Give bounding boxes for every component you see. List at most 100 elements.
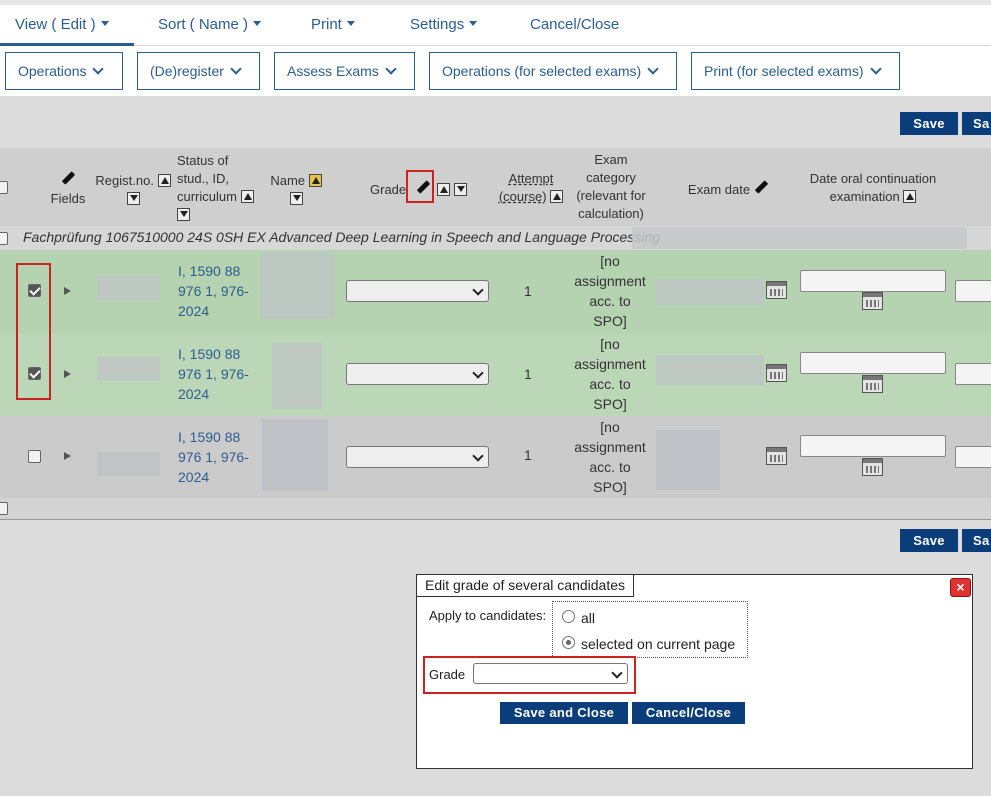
- attempt-value: 1: [524, 283, 532, 299]
- row-checkbox[interactable]: [28, 284, 41, 297]
- status-cell[interactable]: I, 1590 88 976 1, 976- 2024: [178, 261, 249, 321]
- assess-exams-button[interactable]: Assess Exams: [274, 52, 415, 90]
- filter-icon[interactable]: [454, 183, 468, 196]
- category-line: assignment: [574, 439, 646, 455]
- dialog-cancel-close-button[interactable]: Cancel/Close: [632, 702, 745, 724]
- date-oral-input[interactable]: [800, 435, 946, 457]
- attempt-label-2[interactable]: (course): [498, 189, 547, 204]
- table-row: I, 1590 88 976 1, 976- 2024 1 [no assign…: [0, 333, 991, 416]
- settings-menu[interactable]: Settings: [410, 16, 478, 33]
- sort-up-icon[interactable]: [903, 190, 917, 203]
- expand-icon[interactable]: [64, 452, 71, 460]
- sort-up-icon[interactable]: [437, 183, 451, 196]
- dialog-grade-label: Grade: [429, 667, 466, 682]
- sort-up-icon[interactable]: [157, 174, 171, 187]
- sort-up-icon[interactable]: [550, 190, 564, 203]
- chevron-down-icon: [92, 63, 105, 75]
- save-button-bottom-2[interactable]: Sa: [962, 529, 991, 552]
- pencil-icon[interactable]: [61, 172, 75, 186]
- deregister-button[interactable]: (De)register: [137, 52, 260, 90]
- date-oral-input[interactable]: [800, 270, 946, 292]
- redacted-regno: [97, 276, 160, 300]
- category-line: acc. to: [589, 376, 631, 392]
- sort-menu[interactable]: Sort ( Name ): [158, 16, 262, 33]
- status-line: I, 1590 88: [178, 346, 241, 362]
- regist-label: Regist.no.: [95, 173, 154, 188]
- print-selected-button[interactable]: Print (for selected exams): [691, 52, 900, 90]
- category-line: [no: [600, 253, 620, 269]
- exam-category-label-1: Exam: [594, 152, 628, 167]
- status-line: 976 1, 976-: [178, 366, 249, 382]
- redacted-name: [262, 419, 328, 491]
- category-line: acc. to: [589, 293, 631, 309]
- row-checkbox[interactable]: [28, 367, 41, 380]
- calendar-icon[interactable]: [766, 364, 787, 382]
- save-and-close-button[interactable]: Save and Close: [500, 702, 628, 724]
- exam-date-header: Exam date: [680, 181, 776, 199]
- operations-selected-label: Operations (for selected exams): [442, 63, 642, 79]
- redacted-regno: [97, 452, 160, 476]
- print-menu[interactable]: Print: [311, 16, 355, 33]
- cancel-close-menu[interactable]: Cancel/Close: [530, 16, 619, 33]
- sort-up-icon[interactable]: [240, 190, 254, 203]
- name-header: Name: [268, 172, 324, 208]
- select-all-checkbox[interactable]: [0, 181, 8, 194]
- next-column-input[interactable]: [955, 363, 991, 385]
- footer-checkbox[interactable]: [0, 502, 8, 515]
- attempt-label-1[interactable]: Attempt: [508, 171, 554, 186]
- redacted-area: [632, 227, 967, 249]
- filter-icon[interactable]: [289, 192, 303, 205]
- filter-icon[interactable]: [126, 192, 140, 205]
- grade-select[interactable]: [346, 280, 489, 302]
- category-line: assignment: [574, 356, 646, 372]
- category-line: SPO]: [593, 313, 627, 329]
- sort-up-active-icon[interactable]: [308, 174, 322, 187]
- calendar-icon[interactable]: [766, 447, 787, 465]
- status-label-3: curriculum: [177, 189, 237, 204]
- group-checkbox[interactable]: [0, 232, 8, 245]
- date-oral-input[interactable]: [800, 352, 946, 374]
- view-menu[interactable]: View ( Edit ): [15, 16, 109, 33]
- status-cell[interactable]: I, 1590 88 976 1, 976- 2024: [178, 344, 249, 404]
- exam-category-header: Exam category (relevant for calculation): [568, 151, 654, 223]
- exam-group-row: Fachprüfung 1067510000 24S 0SH EX Advanc…: [0, 226, 991, 250]
- status-cell[interactable]: I, 1590 88 976 1, 976- 2024: [178, 427, 249, 487]
- calendar-icon[interactable]: [862, 375, 883, 393]
- redacted-exam-date: [656, 430, 720, 490]
- caret-down-icon: [253, 21, 262, 26]
- attempt-header: Attempt (course): [492, 170, 570, 206]
- deregister-label: (De)register: [150, 63, 224, 79]
- grade-select[interactable]: [346, 363, 489, 385]
- row-checkbox[interactable]: [28, 450, 41, 463]
- filter-icon[interactable]: [177, 208, 190, 221]
- grade-select[interactable]: [346, 446, 489, 468]
- edit-grade-dialog: Edit grade of several candidates × Apply…: [416, 574, 973, 769]
- apply-to-label: Apply to candidates:: [429, 608, 547, 623]
- highlight-grade-pencil: [406, 170, 434, 203]
- pencil-icon[interactable]: [754, 181, 768, 195]
- calendar-icon[interactable]: [862, 292, 883, 310]
- save-button-bottom[interactable]: Save: [900, 529, 958, 552]
- close-icon[interactable]: ×: [950, 578, 971, 597]
- next-column-input[interactable]: [955, 446, 991, 468]
- calendar-icon[interactable]: [766, 281, 787, 299]
- expand-icon[interactable]: [64, 287, 71, 295]
- exam-date-label: Exam date: [687, 182, 751, 197]
- dialog-grade-select[interactable]: [473, 663, 628, 684]
- operations-button[interactable]: Operations: [5, 52, 123, 90]
- calendar-icon[interactable]: [862, 458, 883, 476]
- chevron-down-icon: [385, 63, 397, 75]
- next-column-input[interactable]: [955, 280, 991, 302]
- radio-selected-label[interactable]: selected on current page: [581, 636, 736, 652]
- save-button-top[interactable]: Save: [900, 112, 958, 135]
- radio-selected-on-page[interactable]: [562, 636, 575, 649]
- save-button-top-2[interactable]: Sa: [962, 112, 991, 135]
- operations-selected-button[interactable]: Operations (for selected exams): [429, 52, 677, 90]
- expand-icon[interactable]: [64, 370, 71, 378]
- regist-header: Regist.no.: [92, 172, 174, 208]
- exam-category-cell: [no assignment acc. to SPO]: [566, 251, 654, 331]
- radio-all[interactable]: [562, 610, 575, 623]
- status-line: 2024: [178, 386, 210, 402]
- top-menu-bar: View ( Edit ) Sort ( Name ) Print Settin…: [0, 0, 991, 46]
- radio-all-label[interactable]: all: [581, 610, 596, 626]
